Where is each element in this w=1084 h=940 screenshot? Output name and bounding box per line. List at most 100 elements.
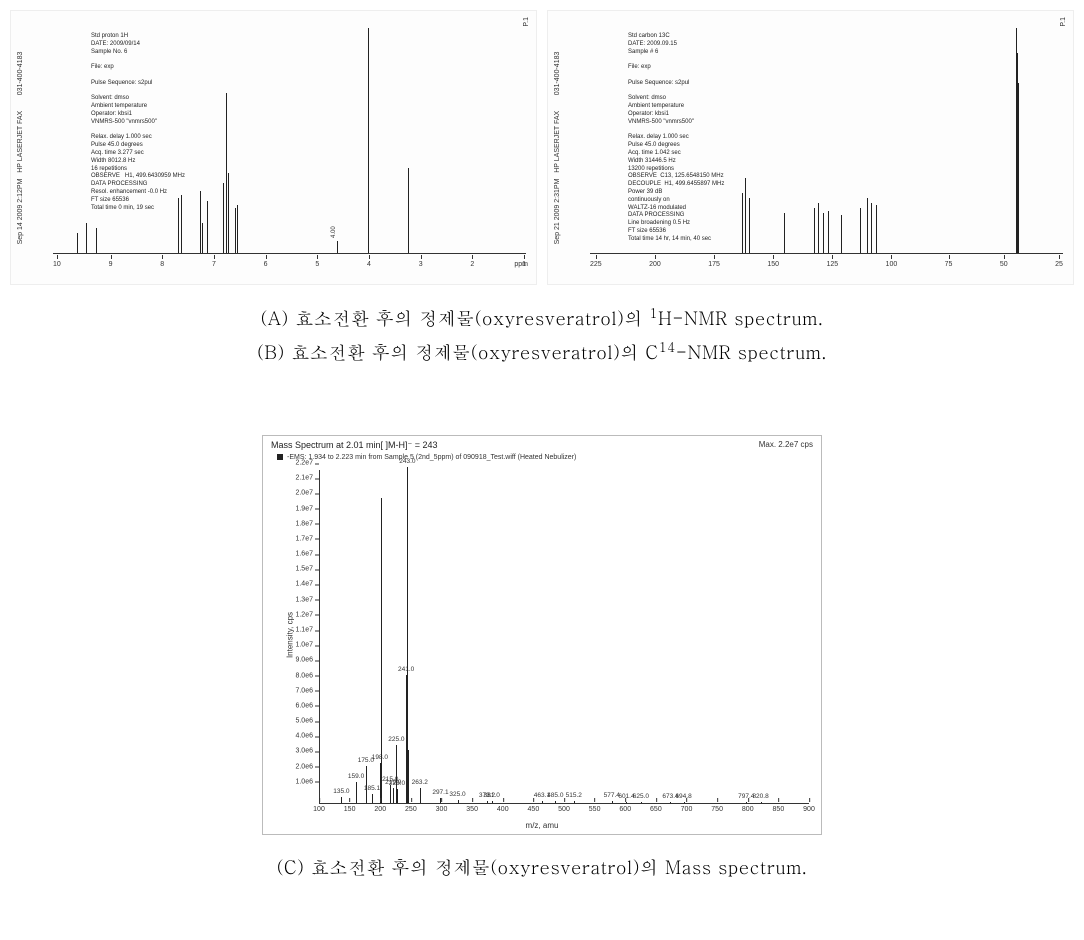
spectrum-peak (226, 93, 227, 253)
ms-peak (612, 801, 613, 803)
ms-title: Mass Spectrum at 2.01 min[ ]M-H]⁻ = 243 (271, 440, 438, 451)
spectrum-peak (814, 208, 815, 253)
top-spectra-row: Sep 14 2009 2:12PM HP LASERJET FAX 031-4… (0, 0, 1084, 285)
ms-peak (420, 788, 421, 803)
page-side-label-a: Sep 14 2009 2:12PM HP LASERJET FAX 031-4… (17, 51, 25, 244)
ms-x-tick: 250 (405, 806, 417, 813)
ms-peak-label: 625.0 (633, 793, 649, 800)
ms-peak-label: 243.0 (399, 458, 415, 465)
spectrum-peak (200, 191, 201, 253)
ms-x-tick: 750 (711, 806, 723, 813)
h-nmr-plot: 10987654321 ppm 4.00 (53, 21, 526, 254)
ms-x-tick: 800 (742, 806, 754, 813)
spectrum-peak (237, 205, 238, 253)
ms-peak-label: 820.8 (752, 793, 768, 800)
spectrum-peak (742, 193, 743, 253)
mass-spectrum-panel: Mass Spectrum at 2.01 min[ ]M-H]⁻ = 243 … (262, 435, 822, 835)
spectrum-peak (337, 241, 338, 253)
ms-peak (641, 802, 642, 803)
ms-y-tick: 1.4e7 (277, 581, 313, 588)
ms-subtitle: -EMS: 1.934 to 2.223 min from Sample 5 (… (277, 454, 576, 461)
ms-y-tick: 1.9e7 (277, 505, 313, 512)
ms-y-tick: 4.0e6 (277, 733, 313, 740)
ms-peak-label: 263.2 (412, 779, 428, 786)
caption-a: (A) 효소전환 후의 정제물(oxyresveratrol)의 1H-NMR … (0, 303, 1084, 331)
ms-peak-label: 515.2 (566, 792, 582, 799)
ms-x-axis-label: m/z, amu (526, 821, 559, 830)
spectrum-peak (207, 201, 208, 253)
x-tick: 2 (470, 261, 474, 268)
ms-y-tick: 1.3e7 (277, 596, 313, 603)
ms-peak-label: 325.0 (449, 791, 465, 798)
ms-peak (626, 802, 627, 803)
ms-y-tick: 9.0e6 (277, 657, 313, 664)
ms-peak (555, 801, 556, 803)
ms-y-tick: 2.0e6 (277, 763, 313, 770)
caption-b-sup: 14 (659, 337, 676, 356)
spectrum-peak (871, 203, 872, 253)
ms-peak (487, 801, 488, 803)
ms-peak (356, 782, 357, 803)
ms-peak (390, 785, 391, 803)
ms-y-tick: 8.0e6 (277, 672, 313, 679)
ms-max-label: Max. 2.2e7 cps (759, 440, 813, 449)
ms-peak-label: 135.0 (333, 788, 349, 795)
spectrum-peak (828, 211, 829, 253)
ms-x-tick: 700 (681, 806, 693, 813)
ms-peak-label: 198.0 (372, 754, 388, 761)
captions-ab: (A) 효소전환 후의 정제물(oxyresveratrol)의 1H-NMR … (0, 303, 1084, 365)
spectrum-peak (867, 198, 868, 253)
x-tick: 150 (767, 261, 779, 268)
ms-y-tick: 2.1e7 (277, 475, 313, 482)
x-tick: 225 (590, 261, 602, 268)
x-tick: 8 (160, 261, 164, 268)
ms-y-tick: 6.0e6 (277, 702, 313, 709)
spectrum-peak (178, 198, 179, 253)
spectrum-peak (77, 233, 78, 253)
spectrum-peak (784, 213, 785, 253)
spectrum-peak (823, 213, 824, 253)
x-axis-label-a: ppm (514, 261, 528, 268)
spectrum-peak (1018, 103, 1019, 253)
spectrum-peak (749, 198, 750, 253)
x-tick: 200 (649, 261, 661, 268)
ms-peak-label: 297.1 (432, 789, 448, 796)
ms-y-tick: 1.6e7 (277, 551, 313, 558)
bottom-spectrum-row: Mass Spectrum at 2.01 min[ ]M-H]⁻ = 243 … (0, 435, 1084, 835)
x-tick: 175 (708, 261, 720, 268)
ms-peak-label: 159.0 (348, 773, 364, 780)
x-tick: 100 (886, 261, 898, 268)
ms-x-tick: 200 (374, 806, 386, 813)
ms-peak (341, 797, 342, 803)
caption-a-sup: 1 (649, 303, 658, 322)
x-axis-ticks-b: 225200175150125100755025 (590, 261, 1063, 268)
ms-peak (458, 800, 459, 803)
baseline-a (53, 253, 526, 254)
ms-peak-label: 485.0 (547, 792, 563, 799)
caption-b-tail: -NMR spectrum. (676, 340, 827, 365)
ms-x-tick: 300 (436, 806, 448, 813)
caption-a-tail: H-NMR spectrum. (658, 306, 824, 331)
ms-peak (381, 498, 382, 803)
ms-y-tick: 5.0e6 (277, 718, 313, 725)
x-tick: 3 (419, 261, 423, 268)
x-tick: 75 (945, 261, 953, 268)
spectrum-peak (96, 228, 97, 253)
spectrum-peak (228, 173, 229, 253)
page-side-label-b: Sep 21 2009 2:31PM HP LASERJET FAX 031-4… (554, 51, 562, 244)
caption-a-text: (A) 효소전환 후의 정제물(oxyresveratrol)의 (260, 306, 649, 331)
ms-x-tick: 500 (558, 806, 570, 813)
ms-y-tick: 2.0e7 (277, 490, 313, 497)
spectrum-peak (202, 223, 203, 253)
ms-y-ticks: 2.2e72.1e72.0e71.9e71.8e71.7e71.6e71.5e7… (277, 470, 317, 804)
ms-x-tick: 650 (650, 806, 662, 813)
ms-x-ticks: 1001502002503003504004505005506006507007… (319, 806, 809, 816)
ms-peak (492, 801, 493, 803)
caption-c-row: (C) 효소전환 후의 정제물(oxyresveratrol)의 Mass sp… (0, 855, 1084, 880)
baseline-b (590, 253, 1063, 254)
peak-label: 4.00 (331, 226, 337, 238)
ms-x-tick: 550 (589, 806, 601, 813)
ms-peak (397, 789, 398, 803)
ms-peak (408, 750, 409, 803)
caption-c: (C) 효소전환 후의 정제물(oxyresveratrol)의 Mass sp… (0, 855, 1084, 880)
